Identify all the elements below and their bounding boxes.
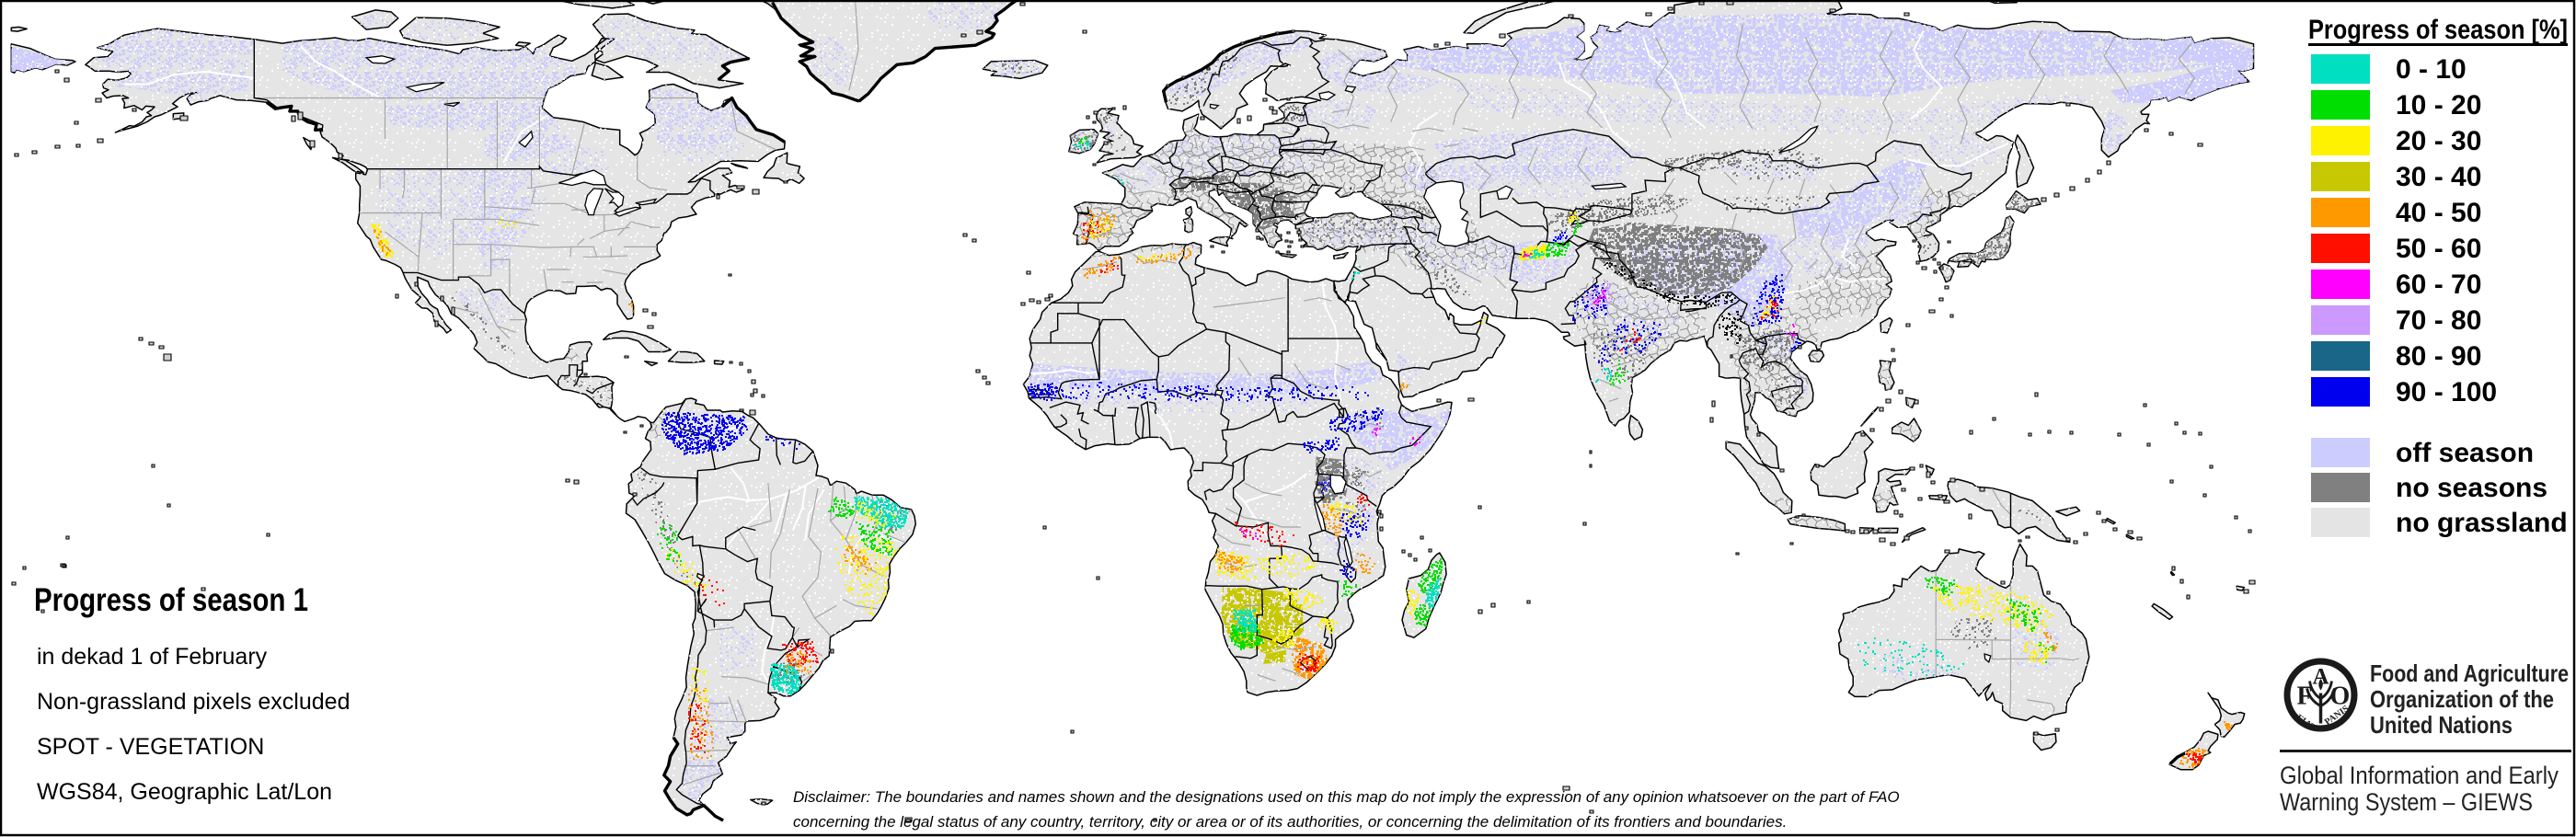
svg-text:50 - 60: 50 - 60 — [2396, 234, 2481, 264]
svg-text:0 - 10: 0 - 10 — [2396, 54, 2467, 85]
svg-text:60 - 70: 60 - 70 — [2396, 269, 2481, 300]
svg-text:10 - 20: 10 - 20 — [2396, 90, 2481, 120]
svg-text:90 - 100: 90 - 100 — [2396, 377, 2497, 407]
svg-text:Non-grassland pixels excluded: Non-grassland pixels excluded — [37, 689, 350, 715]
svg-text:SPOT - VEGETATION: SPOT - VEGETATION — [37, 734, 264, 760]
svg-text:Global Information and Early: Global Information and Early — [2280, 762, 2559, 789]
svg-text:no grassland: no grassland — [2396, 508, 2568, 538]
svg-text:F: F — [2297, 682, 2313, 711]
svg-text:Disclaimer: The boundaries and: Disclaimer: The boundaries and names sho… — [793, 788, 1900, 806]
svg-text:A: A — [2313, 665, 2329, 690]
svg-text:80 - 90: 80 - 90 — [2396, 341, 2481, 372]
svg-text:20 - 30: 20 - 30 — [2396, 126, 2481, 156]
svg-text:Progress of season [%]: Progress of season [%] — [2308, 15, 2568, 45]
svg-text:Progress of season 1: Progress of season 1 — [34, 582, 308, 618]
svg-text:United Nations: United Nations — [2370, 711, 2513, 739]
svg-text:Warning System – GIEWS: Warning System – GIEWS — [2280, 788, 2533, 816]
svg-text:Food and Agriculture: Food and Agriculture — [2370, 659, 2569, 687]
svg-text:30 - 40: 30 - 40 — [2396, 162, 2481, 192]
svg-text:no seasons: no seasons — [2396, 473, 2547, 503]
svg-text:Organization of the: Organization of the — [2370, 685, 2554, 713]
svg-text:off season: off season — [2396, 438, 2534, 468]
svg-text:WGS84, Geographic Lat/Lon: WGS84, Geographic Lat/Lon — [37, 779, 332, 805]
svg-text:40 - 50: 40 - 50 — [2396, 198, 2481, 228]
svg-text:in dekad 1 of February: in dekad 1 of February — [37, 644, 268, 670]
svg-text:concerning the legal status of: concerning the legal status of any count… — [793, 813, 1787, 831]
svg-text:70 - 80: 70 - 80 — [2396, 305, 2481, 336]
